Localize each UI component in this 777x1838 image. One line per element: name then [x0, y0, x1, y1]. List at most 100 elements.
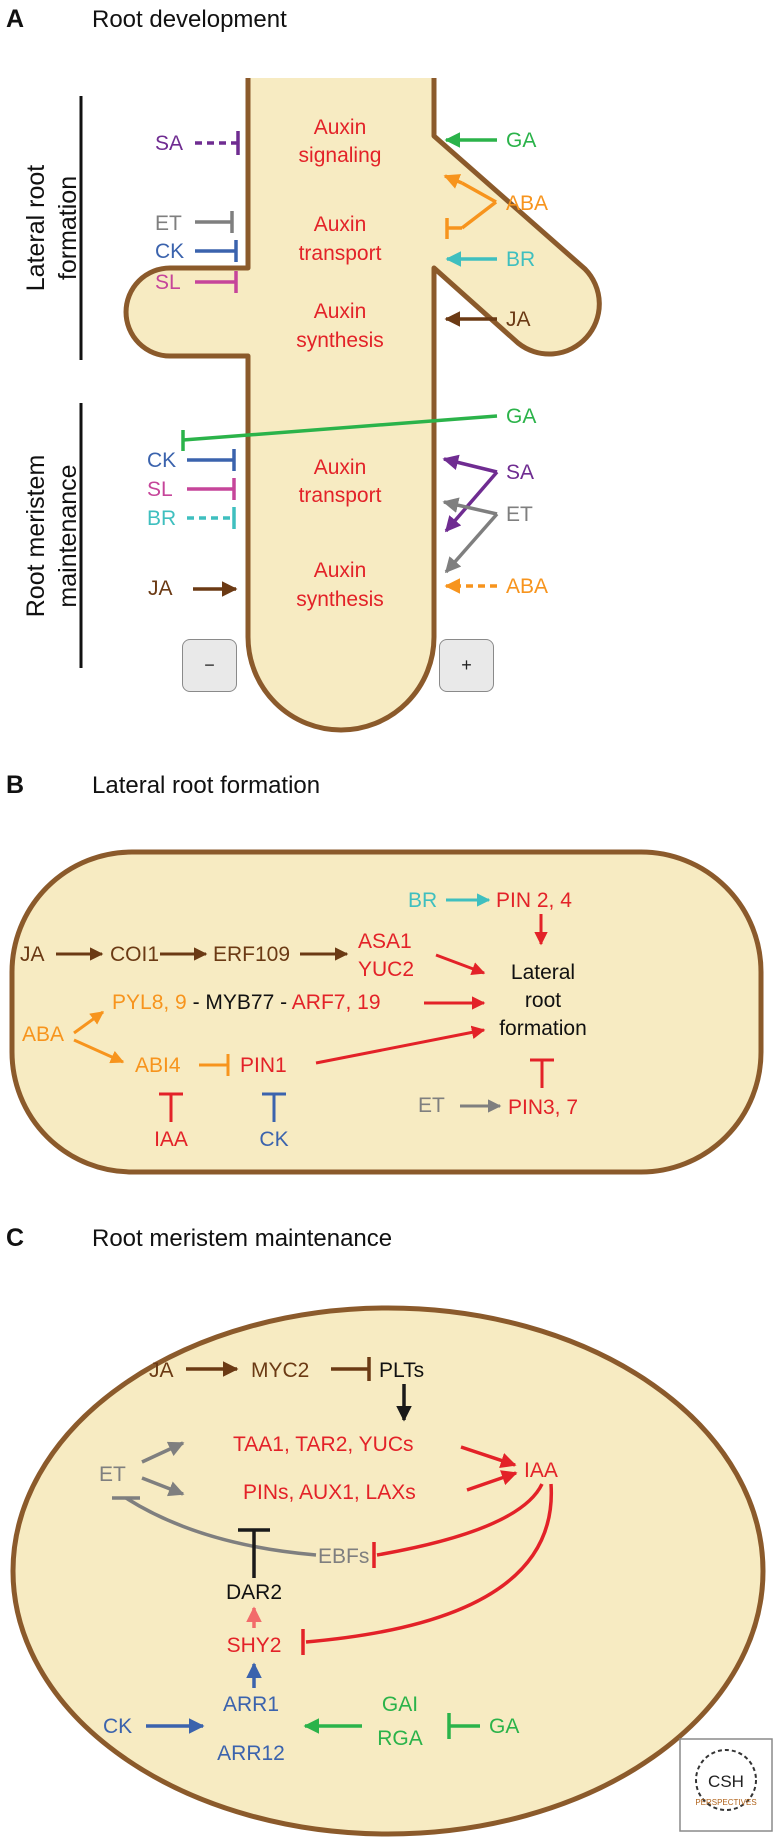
- b-pin37-label: PIN3, 7: [508, 1096, 578, 1119]
- b-pyl-text: PYL8, 9: [112, 991, 187, 1014]
- panel-b-letter: B: [6, 771, 24, 799]
- root-shape: [123, 78, 602, 733]
- aba-promote-arrow: [461, 181, 497, 204]
- svg-text:transport: transport: [299, 242, 382, 265]
- auxin-transport-2-label: Auxin transport: [299, 456, 382, 507]
- panel-b-container: [9, 849, 764, 1175]
- c-et-pins-arrow: [141, 1476, 185, 1497]
- auxin-synthesis-2-label: Auxin synthesis: [296, 559, 384, 611]
- meristem-side-label: Root meristem maintenance: [22, 455, 82, 618]
- c-iaa-ebfs-curve: [376, 1483, 544, 1557]
- b-yuc2-label: YUC2: [358, 958, 414, 981]
- c-ck-label: CK: [103, 1715, 132, 1738]
- c-plts-label: PLTs: [379, 1359, 424, 1382]
- b-coi1-label: COI1: [110, 943, 159, 966]
- b-aba-abi4-arrow: [73, 1038, 125, 1064]
- c-pins-arrow: [466, 1470, 518, 1492]
- panel-b-title: Lateral root formation: [92, 772, 320, 799]
- b-myb77: MYB77: [205, 991, 274, 1014]
- svg-text:synthesis: synthesis: [296, 588, 384, 611]
- aba-promote-arrow-head: [443, 174, 463, 189]
- b-et-label: ET: [418, 1094, 445, 1117]
- c-rga-label: RGA: [377, 1727, 423, 1750]
- c-dar2-label: DAR2: [226, 1581, 282, 1604]
- zoom-out-button[interactable]: −: [182, 639, 237, 692]
- c-shy2-label: SHY2: [227, 1634, 282, 1657]
- c-ga-label: GA: [489, 1715, 519, 1738]
- svg-text:formation: formation: [54, 176, 82, 280]
- c-pins-label: PINs, AUX1, LAXs: [243, 1481, 416, 1504]
- et-label: ET: [155, 212, 182, 235]
- c-taa-label: TAA1, TAR2, YUCs: [233, 1433, 414, 1456]
- c-et-taa-arrow: [141, 1441, 185, 1464]
- b-aba-pyl-arrow: [73, 1010, 105, 1035]
- svg-text:Auxin: Auxin: [314, 456, 367, 479]
- b-pin1-arrow: [315, 1025, 486, 1065]
- b-arf: ARF7, 19: [292, 991, 381, 1014]
- c-et-label: ET: [99, 1463, 126, 1486]
- ga2-label: GA: [506, 405, 536, 428]
- svg-text:synthesis: synthesis: [296, 329, 384, 352]
- ga2-inhibit-line: [182, 414, 498, 442]
- svg-text:Auxin: Auxin: [314, 300, 367, 323]
- c-myc2-label: MYC2: [251, 1359, 309, 1382]
- b-asa-arrow: [435, 953, 486, 976]
- svg-text:Lateral root: Lateral root: [22, 165, 50, 292]
- auxin-transport-label: Auxin transport: [299, 213, 382, 265]
- b-lrf-label-3: formation: [499, 1017, 587, 1040]
- b-pin1-label: PIN1: [240, 1054, 287, 1077]
- panel-c-container: [10, 1305, 766, 1837]
- auxin-signaling-label: Auxin signaling: [299, 116, 382, 167]
- aba-inhibit-line: [460, 200, 498, 230]
- et2-label: ET: [506, 503, 533, 526]
- sa2-arrow-up: [442, 454, 498, 474]
- b-erf109-label: ERF109: [213, 943, 290, 966]
- c-iaa-label: IAA: [524, 1459, 558, 1482]
- et2-arrow-up: [442, 497, 498, 516]
- b-ck-label: CK: [259, 1128, 288, 1151]
- ja-label: JA: [506, 308, 531, 331]
- ck-label: CK: [155, 240, 184, 263]
- b-lrf-label-1: Lateral: [511, 961, 575, 984]
- b-iaa-label: IAA: [154, 1128, 188, 1151]
- c-iaa-shy2-curve: [305, 1483, 553, 1644]
- svg-text:maintenance: maintenance: [54, 464, 82, 607]
- ck2-label: CK: [147, 449, 176, 472]
- ja2-label: JA: [148, 577, 173, 600]
- c-ebfs-et-curve: [125, 1496, 317, 1557]
- b-abi4-label: ABI4: [135, 1054, 181, 1077]
- b-asa1-label: ASA1: [358, 930, 412, 953]
- svg-text:signaling: signaling: [299, 144, 382, 167]
- svg-text:Auxin: Auxin: [314, 116, 367, 139]
- svg-text:transport: transport: [299, 484, 382, 507]
- c-ebfs-label: EBFs: [318, 1545, 369, 1568]
- panel-a-title: Root development: [92, 6, 287, 33]
- b-lrf-label-2: root: [525, 989, 561, 1012]
- br-label: BR: [506, 248, 535, 271]
- sl2-label: SL: [147, 478, 173, 501]
- b-dash2: -: [274, 991, 292, 1014]
- sa2-arrow-down: [444, 470, 499, 533]
- c-arr12-label: ARR12: [217, 1742, 285, 1765]
- sl-label: SL: [155, 271, 181, 294]
- b-dash1: -: [187, 991, 206, 1014]
- zoom-in-button[interactable]: +: [439, 639, 494, 692]
- b-ja-label: JA: [20, 943, 45, 966]
- svg-text:Root meristem: Root meristem: [22, 455, 50, 618]
- csh-logo-line2: PERSPECTIVES: [695, 1798, 756, 1807]
- panel-c-title: Root meristem maintenance: [92, 1225, 392, 1252]
- c-ja-label: JA: [149, 1359, 174, 1382]
- et2-arrow-down: [444, 512, 499, 574]
- csh-logo: CSH PERSPECTIVES: [679, 1738, 773, 1832]
- ga-label: GA: [506, 129, 536, 152]
- csh-logo-line1: CSH: [708, 1772, 744, 1791]
- lateral-side-label: Lateral root formation: [22, 165, 82, 292]
- svg-text:Auxin: Auxin: [314, 559, 367, 582]
- sa2-label: SA: [506, 461, 534, 484]
- aba2-label: ABA: [506, 575, 548, 598]
- panel-a-letter: A: [6, 5, 24, 33]
- aba-label: ABA: [506, 192, 548, 215]
- c-arr1-label: ARR1: [223, 1693, 279, 1716]
- panel-c-letter: C: [6, 1224, 24, 1252]
- b-aba-label: ABA: [22, 1023, 64, 1046]
